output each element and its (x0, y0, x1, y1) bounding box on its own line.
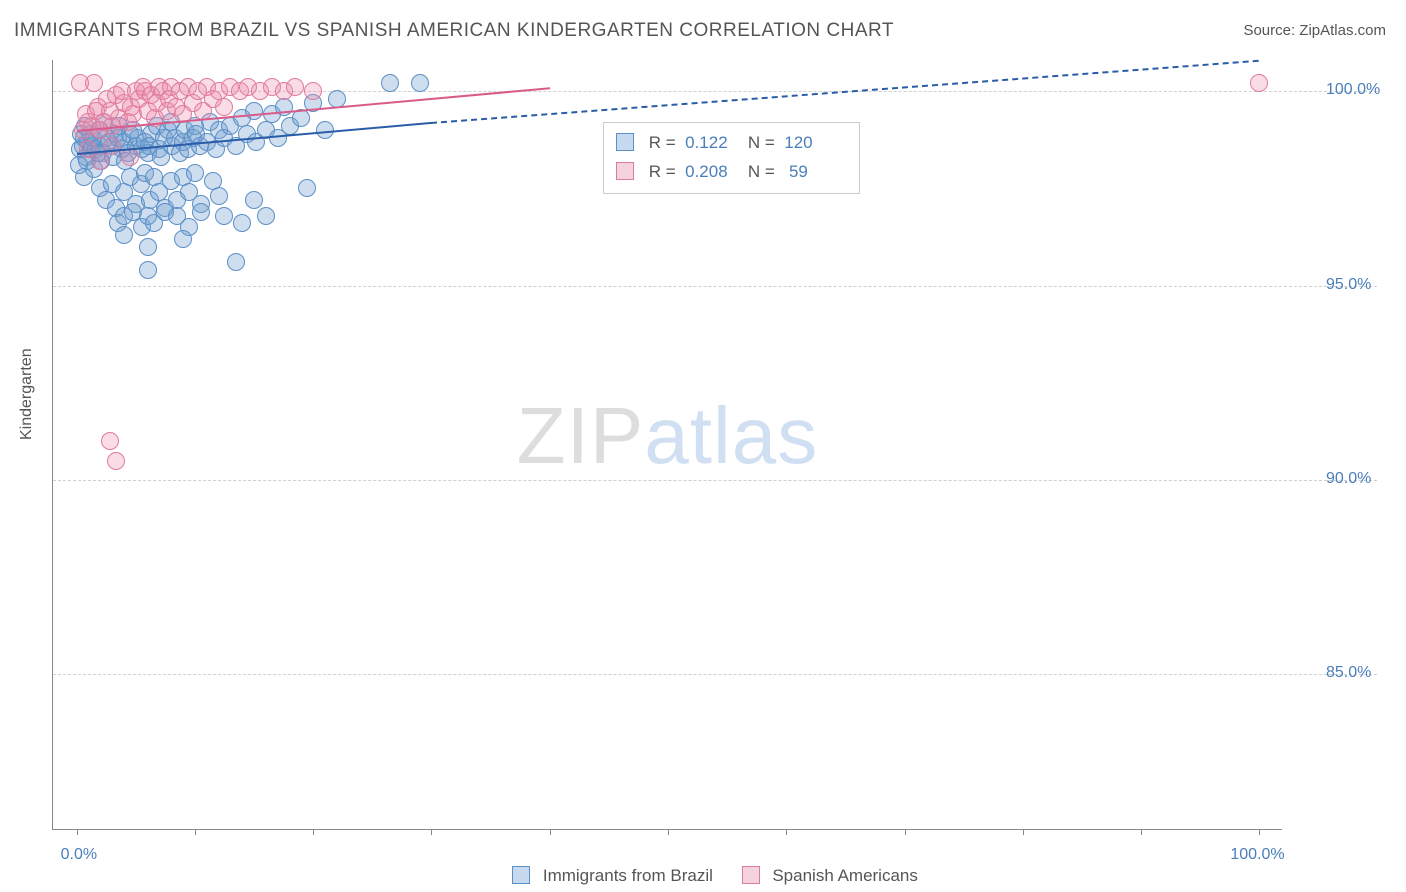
stat-R-pink: 0.208 (685, 158, 743, 187)
scatter-point (115, 226, 133, 244)
x-tick (1259, 829, 1260, 835)
scatter-point (91, 152, 109, 170)
scatter-point (1250, 74, 1268, 92)
x-tick (786, 829, 787, 835)
x-tick (1023, 829, 1024, 835)
stat-R-blue: 0.122 (685, 129, 743, 158)
x-tick (313, 829, 314, 835)
scatter-point (107, 452, 125, 470)
stat-N-label: N = (748, 133, 775, 152)
x-tick (77, 829, 78, 835)
scatter-point (298, 179, 316, 197)
x-tick-label-start: 0.0% (61, 846, 97, 864)
scatter-point (304, 82, 322, 100)
chart-title: IMMIGRANTS FROM BRAZIL VS SPANISH AMERIC… (14, 20, 894, 42)
scatter-point (215, 98, 233, 116)
plot-area: ZIPatlas R = 0.122 N = 120 R = 0.208 N =… (52, 60, 1282, 830)
legend-swatch-blue-bottom (512, 866, 530, 884)
scatter-point (186, 164, 204, 182)
watermark: ZIPatlas (517, 389, 818, 481)
stat-R-label: R = (649, 133, 676, 152)
scatter-point (75, 168, 93, 186)
scatter-point (139, 261, 157, 279)
scatter-point (286, 78, 304, 96)
stat-N-blue: 120 (784, 129, 842, 158)
x-tick (195, 829, 196, 835)
stat-N-label: N = (748, 162, 775, 181)
source-label: Source: ZipAtlas.com (1243, 22, 1386, 39)
scatter-point (257, 207, 275, 225)
scatter-point (139, 238, 157, 256)
x-tick (550, 829, 551, 835)
legend-bottom: Immigrants from Brazil Spanish Americans (0, 866, 1406, 886)
scatter-point (210, 187, 228, 205)
legend-stats-row-blue: R = 0.122 N = 120 (616, 129, 847, 158)
legend-label-blue: Immigrants from Brazil (543, 866, 713, 885)
watermark-part1: ZIP (517, 390, 644, 479)
y-tick-label: 90.0% (1326, 470, 1371, 488)
watermark-part2: atlas (644, 390, 818, 479)
grid-line (53, 286, 1377, 287)
x-tick (668, 829, 669, 835)
scatter-point (215, 207, 233, 225)
y-axis-title: Kindergarten (18, 348, 36, 440)
scatter-point (174, 230, 192, 248)
scatter-point (71, 74, 89, 92)
scatter-point (192, 203, 210, 221)
scatter-point (411, 74, 429, 92)
legend-swatch-pink-bottom (742, 866, 760, 884)
scatter-point (381, 74, 399, 92)
y-tick-label: 95.0% (1326, 276, 1371, 294)
legend-label-pink: Spanish Americans (772, 866, 918, 885)
legend-stats-box: R = 0.122 N = 120 R = 0.208 N = 59 (603, 122, 860, 194)
scatter-point (245, 102, 263, 120)
y-tick-label: 100.0% (1326, 81, 1380, 99)
stat-R-label: R = (649, 162, 676, 181)
x-tick (1141, 829, 1142, 835)
grid-line (53, 674, 1377, 675)
legend-swatch-blue (616, 133, 634, 151)
stat-N-pink: 59 (789, 158, 847, 187)
x-tick (905, 829, 906, 835)
scatter-point (245, 191, 263, 209)
scatter-point (233, 214, 251, 232)
y-tick-label: 85.0% (1326, 664, 1371, 682)
scatter-point (101, 432, 119, 450)
grid-line (53, 480, 1377, 481)
x-tick-label-end: 100.0% (1230, 846, 1284, 864)
x-tick (431, 829, 432, 835)
legend-swatch-pink (616, 162, 634, 180)
legend-stats-row-pink: R = 0.208 N = 59 (616, 158, 847, 187)
scatter-point (227, 253, 245, 271)
